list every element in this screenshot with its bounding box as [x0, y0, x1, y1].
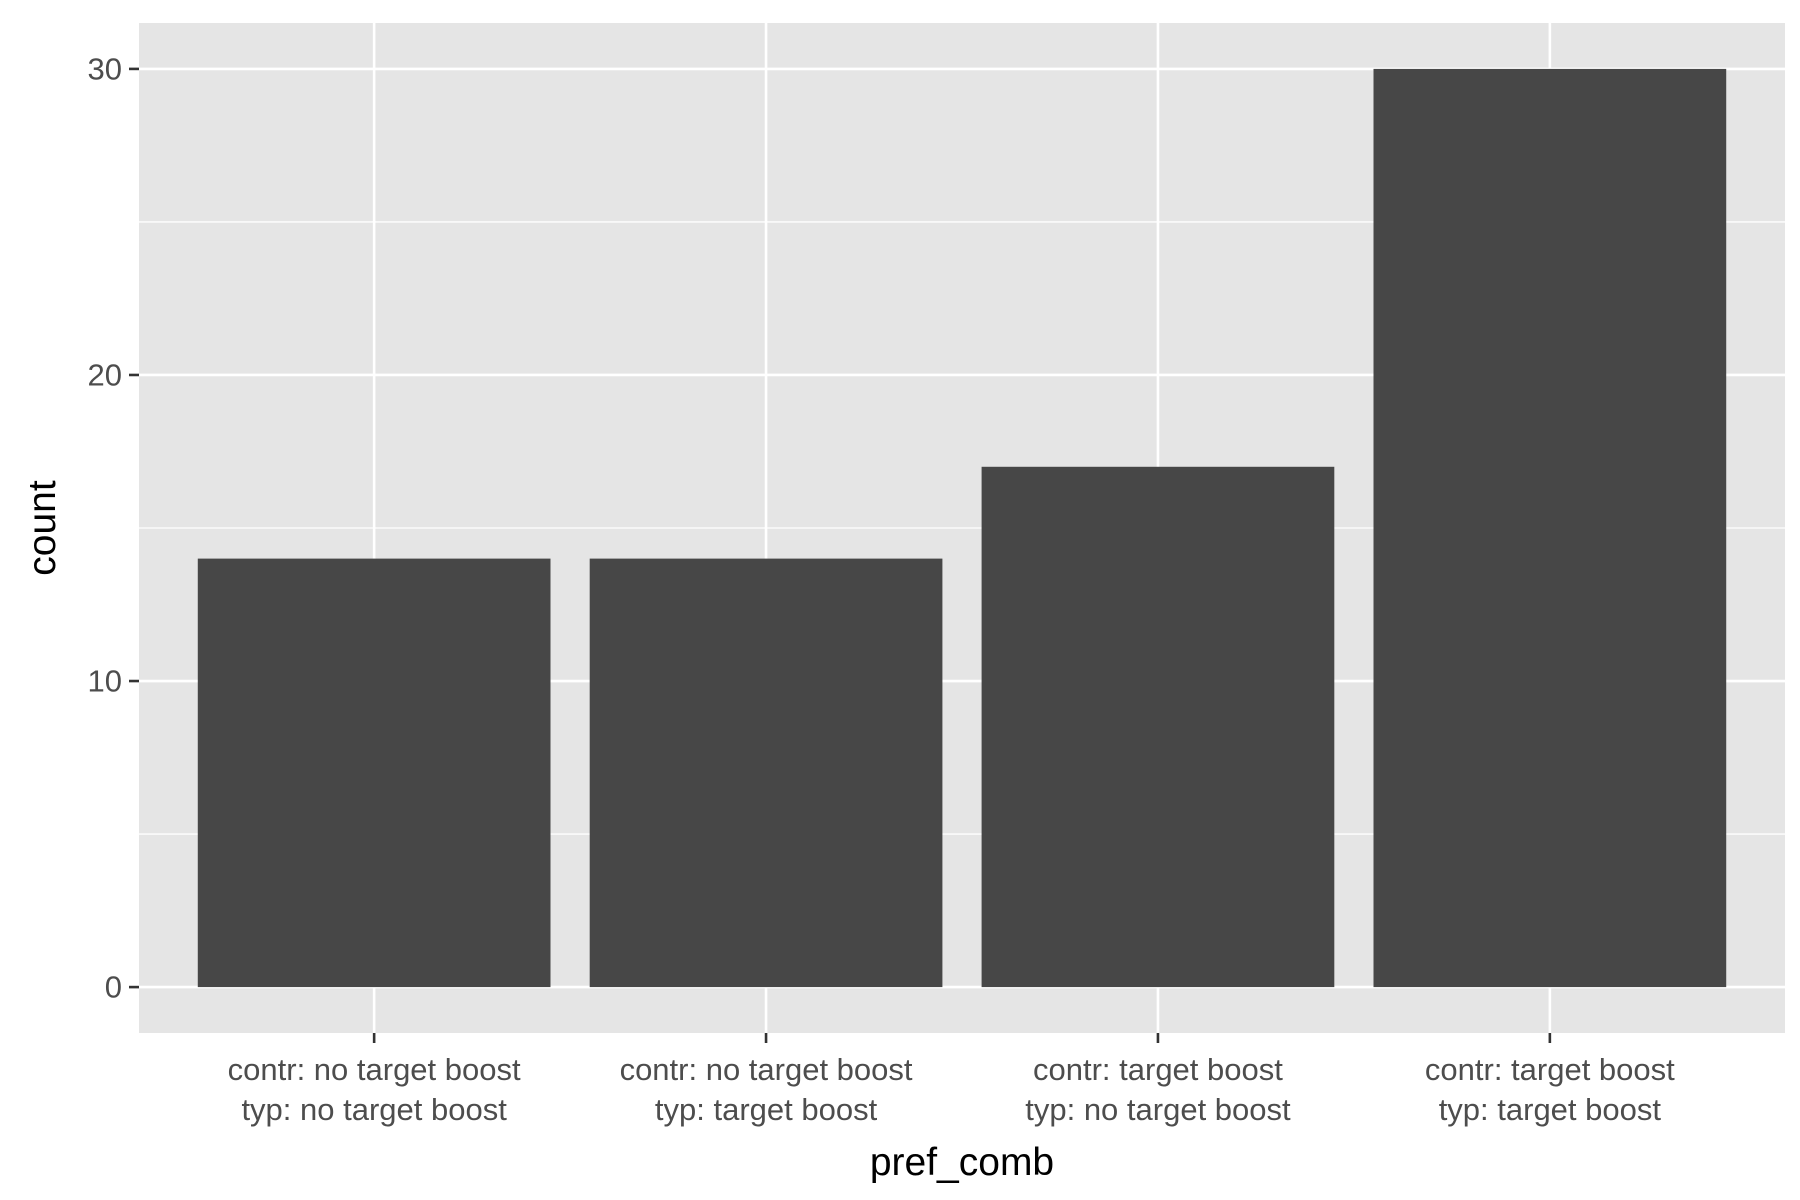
y-axis: 0 10 20 30 — [88, 51, 139, 1005]
x-tick-label-line: typ: no target boost — [241, 1092, 507, 1127]
x-tick-label: contr: no target boost typ: no target boo… — [228, 1052, 521, 1127]
x-axis-title: pref_comb — [870, 1141, 1054, 1184]
bars — [197, 68, 1727, 988]
x-tick-label: contr: target boost typ: target boost — [1425, 1052, 1675, 1127]
x-tick-label-line: contr: target boost — [1033, 1052, 1283, 1087]
x-tick-label-line: typ: target boost — [1439, 1092, 1662, 1127]
bar — [589, 558, 943, 988]
y-tick-label: 30 — [88, 51, 122, 86]
x-tick-label: contr: no target boost typ: target boost — [620, 1052, 913, 1127]
bar — [981, 466, 1335, 988]
y-tick-label: 10 — [88, 664, 122, 699]
bar — [197, 558, 551, 988]
x-tick-label-line: contr: target boost — [1425, 1052, 1675, 1087]
x-tick-label-line: contr: no target boost — [620, 1052, 913, 1087]
y-axis-title: count — [21, 480, 64, 576]
y-tick-label: 0 — [105, 970, 122, 1005]
y-tick-label: 20 — [88, 357, 122, 392]
x-tick-label-line: contr: no target boost — [228, 1052, 521, 1087]
x-axis: contr: no target boost typ: no target boo… — [228, 1033, 1675, 1127]
x-tick-label-line: typ: target boost — [655, 1092, 878, 1127]
bar — [1373, 68, 1727, 988]
x-tick-label-line: typ: no target boost — [1025, 1092, 1291, 1127]
x-tick-label: contr: target boost typ: no target boost — [1025, 1052, 1291, 1127]
